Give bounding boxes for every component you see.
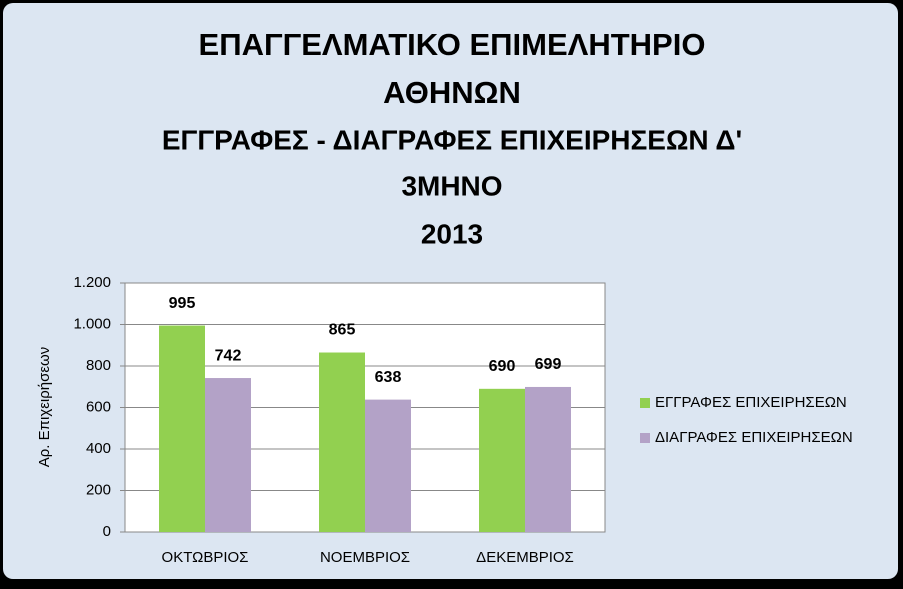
x-tick-label: ΟΚΤΩΒΡΙΟΣ	[162, 549, 249, 566]
chart-title: ΑΘΗΝΩΝ	[383, 75, 521, 110]
bar	[319, 352, 365, 532]
data-label: 742	[215, 347, 242, 364]
chart-title: ΕΓΓΡΑΦΕΣ - ΔΙΑΓΡΑΦΕΣ ΕΠΙΧΕΙΡΗΣΕΩΝ Δ'	[162, 124, 742, 155]
x-tick-label: ΝΟΕΜΒΡΙΟΣ	[320, 549, 410, 566]
legend-swatch	[640, 398, 650, 408]
chart-title: ΕΠΑΓΓΕΛΜΑΤΙΚΟ ΕΠΙΜΕΛΗΤΗΡΙΟ	[199, 27, 706, 62]
data-label: 865	[329, 322, 356, 339]
bar	[479, 388, 525, 532]
y-tick-label: 1.000	[73, 315, 111, 332]
y-axis-label: Αρ. Επιχειρήσεων	[36, 347, 53, 467]
bar	[365, 399, 411, 532]
data-label: 638	[375, 369, 402, 386]
chart-title: 2013	[421, 218, 483, 249]
bar	[159, 325, 205, 532]
y-tick-label: 600	[86, 398, 111, 415]
legend-swatch	[640, 433, 650, 443]
y-tick-label: 800	[86, 357, 111, 374]
y-tick-label: 200	[86, 481, 111, 498]
bar	[525, 386, 571, 532]
data-label: 995	[169, 295, 196, 312]
y-tick-label: 400	[86, 440, 111, 457]
chart-title: 3ΜΗΝΟ	[401, 170, 502, 201]
y-tick-label: 0	[103, 523, 111, 540]
bar	[205, 378, 251, 532]
legend-label: ΔΙΑΓΡΑΦΕΣ ΕΠΙΧΕΙΡΗΣΕΩΝ	[655, 429, 853, 446]
legend-label: ΕΓΓΡΑΦΕΣ ΕΠΙΧΕΙΡΗΣΕΩΝ	[655, 394, 847, 411]
data-label: 699	[535, 356, 562, 373]
data-label: 690	[489, 358, 516, 375]
x-tick-label: ΔΕΚΕΜΒΡΙΟΣ	[476, 549, 574, 566]
y-tick-label: 1.200	[73, 274, 111, 291]
